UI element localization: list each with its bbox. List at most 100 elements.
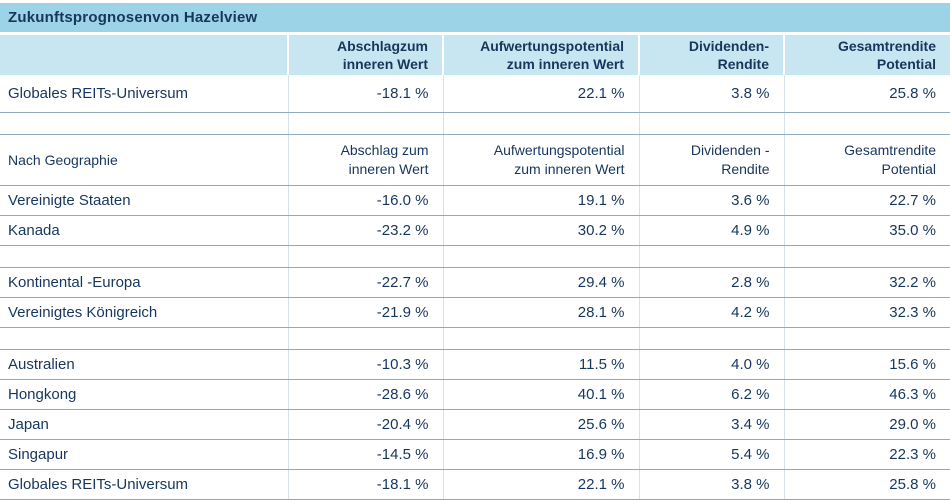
row-label: Kontinental -Europa <box>0 267 288 298</box>
spacer-cell <box>638 327 784 350</box>
row-label: Globales REITs-Universum <box>0 469 288 500</box>
value-cell: 25.6 % <box>442 409 639 440</box>
table-row: Singapur -14.5 % 16.9 % 5.4 % 22.3 % <box>0 439 950 470</box>
subheader-cell-gesamtrendite: Gesamtrendite Potential <box>783 134 950 186</box>
table-row: Australien -10.3 % 11.5 % 4.0 % 15.6 % <box>0 349 950 380</box>
row-label: Singapur <box>0 439 288 470</box>
header-line: Potential <box>876 56 936 72</box>
forecast-table: Abschlagzum inneren Wert Aufwertungspote… <box>0 35 950 500</box>
value-cell: 29.4 % <box>442 267 639 298</box>
row-label: Vereinigtes Königreich <box>0 297 288 328</box>
header-cell-dividende: Dividenden- Rendite <box>638 35 784 75</box>
row-label: Globales REITs-Universum <box>0 75 288 113</box>
spacer-cell <box>0 327 288 350</box>
value-cell: -16.0 % <box>287 185 443 216</box>
value-cell: 32.2 % <box>783 267 950 298</box>
spacer-row <box>0 245 950 268</box>
table-row-global: Globales REITs-Universum -18.1 % 22.1 % … <box>0 75 950 113</box>
page-title: Zukunftsprognosenvon Hazelview <box>8 9 258 26</box>
table-row: Japan -20.4 % 25.6 % 3.4 % 29.0 % <box>0 409 950 440</box>
value-cell: 19.1 % <box>442 185 639 216</box>
spacer-cell <box>0 245 288 268</box>
value-cell: 40.1 % <box>442 379 639 410</box>
spacer-cell <box>287 327 443 350</box>
header-line: Aufwertungspotential <box>480 38 624 54</box>
value-cell: -22.7 % <box>287 267 443 298</box>
value-cell: 46.3 % <box>783 379 950 410</box>
spacer-cell <box>287 112 443 135</box>
value-cell: -18.1 % <box>287 75 443 113</box>
spacer-row <box>0 112 950 135</box>
row-label: Kanada <box>0 215 288 246</box>
value-cell: 6.2 % <box>638 379 784 410</box>
spacer-cell <box>783 112 950 135</box>
value-cell: -20.4 % <box>287 409 443 440</box>
header-line: Dividenden- <box>688 38 769 54</box>
value-cell: 28.1 % <box>442 297 639 328</box>
header-line: Dividenden - <box>690 142 770 158</box>
value-cell: 3.8 % <box>638 469 784 500</box>
value-cell: 22.7 % <box>783 185 950 216</box>
header-line: Abschlag zum <box>340 142 429 158</box>
spacer-cell <box>442 327 639 350</box>
title-bar: Zukunftsprognosenvon Hazelview <box>0 3 950 32</box>
header-line: Abschlagzum <box>336 38 428 54</box>
row-label: Australien <box>0 349 288 380</box>
spacer-cell <box>287 245 443 268</box>
header-cell-gesamtrendite: Gesamtrendite Potential <box>783 35 950 75</box>
value-cell: 3.6 % <box>638 185 784 216</box>
spacer-cell <box>638 245 784 268</box>
header-line: Rendite <box>717 56 769 72</box>
value-cell: 35.0 % <box>783 215 950 246</box>
column-header-row: Abschlagzum inneren Wert Aufwertungspote… <box>0 35 950 75</box>
subheader-cell-aufwertung: Aufwertungspotential zum inneren Wert <box>442 134 639 186</box>
header-line: Potential <box>881 161 936 177</box>
spacer-cell <box>0 112 288 135</box>
row-label: Hongkong <box>0 379 288 410</box>
table-row: Globales REITs-Universum -18.1 % 22.1 % … <box>0 469 950 500</box>
header-line: inneren Wert <box>348 161 429 177</box>
header-cell-empty <box>0 35 288 75</box>
spacer-cell <box>783 327 950 350</box>
value-cell: 22.3 % <box>783 439 950 470</box>
subheader-cell-dividende: Dividenden - Rendite <box>638 134 784 186</box>
header-cell-aufwertung: Aufwertungspotential zum inneren Wert <box>442 35 639 75</box>
section-header-row: Nach Geographie Abschlag zum inneren Wer… <box>0 134 950 186</box>
value-cell: 4.2 % <box>638 297 784 328</box>
row-label: Japan <box>0 409 288 440</box>
header-line: inneren Wert <box>342 56 428 72</box>
value-cell: -14.5 % <box>287 439 443 470</box>
header-line: zum inneren Wert <box>506 56 624 72</box>
value-cell: 22.1 % <box>442 75 639 113</box>
header-line: Gesamtrendite <box>844 142 936 158</box>
value-cell: 15.6 % <box>783 349 950 380</box>
header-line: Rendite <box>721 161 770 177</box>
table-row: Kanada -23.2 % 30.2 % 4.9 % 35.0 % <box>0 215 950 246</box>
table-row: Vereinigte Staaten -16.0 % 19.1 % 3.6 % … <box>0 185 950 216</box>
spacer-cell <box>442 112 639 135</box>
row-label: Vereinigte Staaten <box>0 185 288 216</box>
value-cell: -23.2 % <box>287 215 443 246</box>
value-cell: 32.3 % <box>783 297 950 328</box>
value-cell: -18.1 % <box>287 469 443 500</box>
value-cell: 2.8 % <box>638 267 784 298</box>
value-cell: 4.9 % <box>638 215 784 246</box>
header-line: zum inneren Wert <box>514 161 625 177</box>
value-cell: 25.8 % <box>783 75 950 113</box>
value-cell: 16.9 % <box>442 439 639 470</box>
value-cell: 5.4 % <box>638 439 784 470</box>
header-cell-abschlag: Abschlagzum inneren Wert <box>287 35 443 75</box>
value-cell: 25.8 % <box>783 469 950 500</box>
spacer-cell <box>442 245 639 268</box>
spacer-cell <box>783 245 950 268</box>
spacer-row <box>0 327 950 350</box>
spacer-cell <box>638 112 784 135</box>
value-cell: 29.0 % <box>783 409 950 440</box>
value-cell: 11.5 % <box>442 349 639 380</box>
table-row: Vereinigtes Königreich -21.9 % 28.1 % 4.… <box>0 297 950 328</box>
header-line: Gesamtrendite <box>837 38 936 54</box>
value-cell: 3.8 % <box>638 75 784 113</box>
table-row: Hongkong -28.6 % 40.1 % 6.2 % 46.3 % <box>0 379 950 410</box>
value-cell: -10.3 % <box>287 349 443 380</box>
